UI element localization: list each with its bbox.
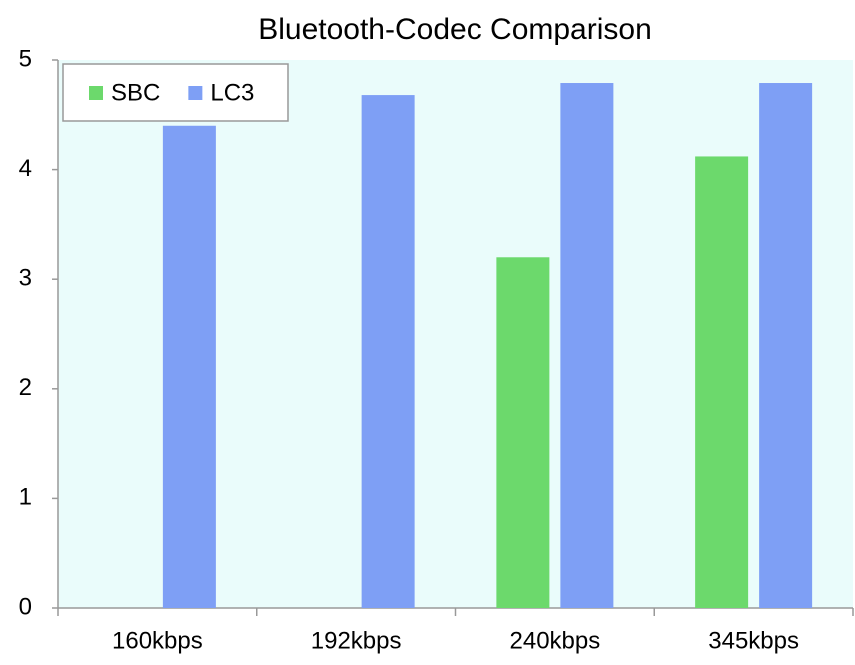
bar [759,83,813,609]
bar [361,95,415,608]
legend-label: LC3 [210,79,254,106]
legend-label: SBC [111,79,160,106]
bar [560,83,614,609]
y-tick-label: 4 [19,155,32,182]
chart-title: Bluetooth-Codec Comparison [258,13,652,46]
bar [496,257,550,608]
x-tick-label: 160kbps [112,627,203,654]
y-tick-label: 3 [19,265,32,292]
legend-swatch [188,86,203,100]
x-tick-label: 192kbps [311,627,402,654]
x-tick-label: 240kbps [510,627,601,654]
legend-swatch [89,86,103,100]
y-tick-label: 5 [19,45,32,72]
x-tick-label: 345kbps [708,627,799,654]
y-tick-label: 0 [19,593,32,620]
y-tick-label: 1 [19,484,32,511]
bar [162,125,216,608]
y-tick-label: 2 [19,374,32,401]
bar [695,156,749,608]
